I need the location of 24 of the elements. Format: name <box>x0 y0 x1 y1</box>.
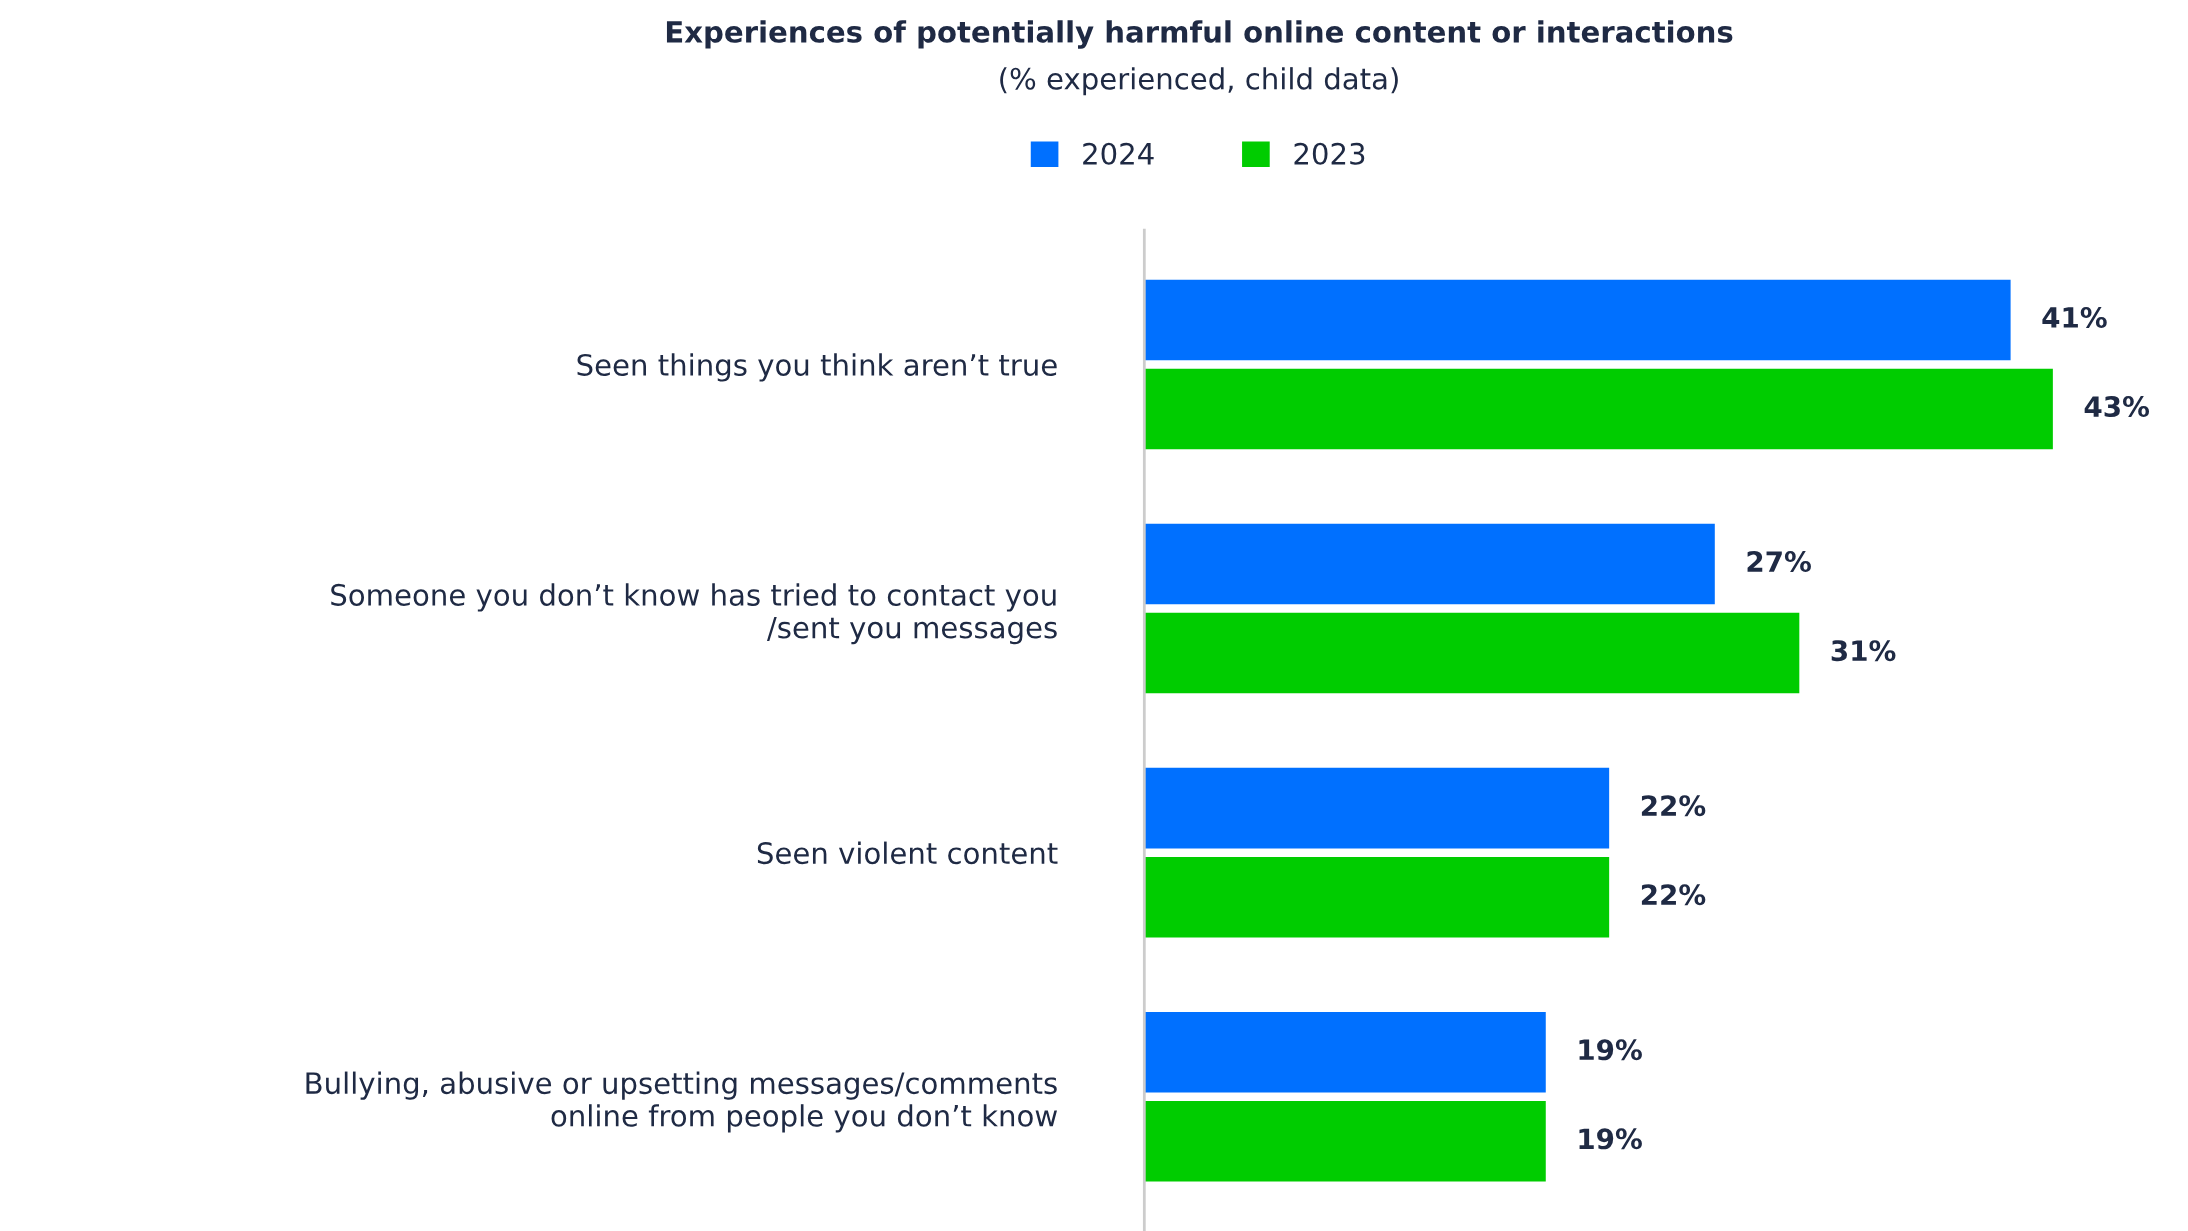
legend-label: 2023 <box>1294 142 1365 165</box>
legend-label: 2024 <box>1083 142 1154 165</box>
data-label: 41% <box>2042 306 2107 328</box>
y-tick-label: Seen things you think aren’t true <box>577 353 1057 382</box>
bar <box>1144 279 2011 361</box>
data-label: 19% <box>1579 1128 1642 1150</box>
bar <box>1144 767 1610 849</box>
chart-title: Experiences of potentially harmful online content or interactions <box>666 20 1733 49</box>
chart-subtitle: (% experienced, child data) <box>1000 67 1398 96</box>
bar <box>1144 612 1800 694</box>
bar <box>1144 523 1715 605</box>
data-label: 31% <box>1831 640 1896 662</box>
data-label: 19% <box>1579 1039 1642 1061</box>
y-tick-label: Bullying, abusive or upsetting messages/comments online from people you don’t know <box>306 1071 1057 1133</box>
data-label: 22% <box>1641 884 1706 906</box>
bar <box>1144 856 1610 938</box>
data-label: 43% <box>2084 396 2150 418</box>
y-tick-label: Seen violent content <box>757 841 1058 865</box>
data-label: 22% <box>1641 795 1706 817</box>
y-tick-label: Someone you don’t know has tried to contact you /sent you messages <box>331 583 1057 645</box>
bar <box>1144 368 2053 450</box>
bar <box>1144 1101 1546 1182</box>
data-label: 27% <box>1747 551 1811 573</box>
bar <box>1144 1011 1546 1093</box>
